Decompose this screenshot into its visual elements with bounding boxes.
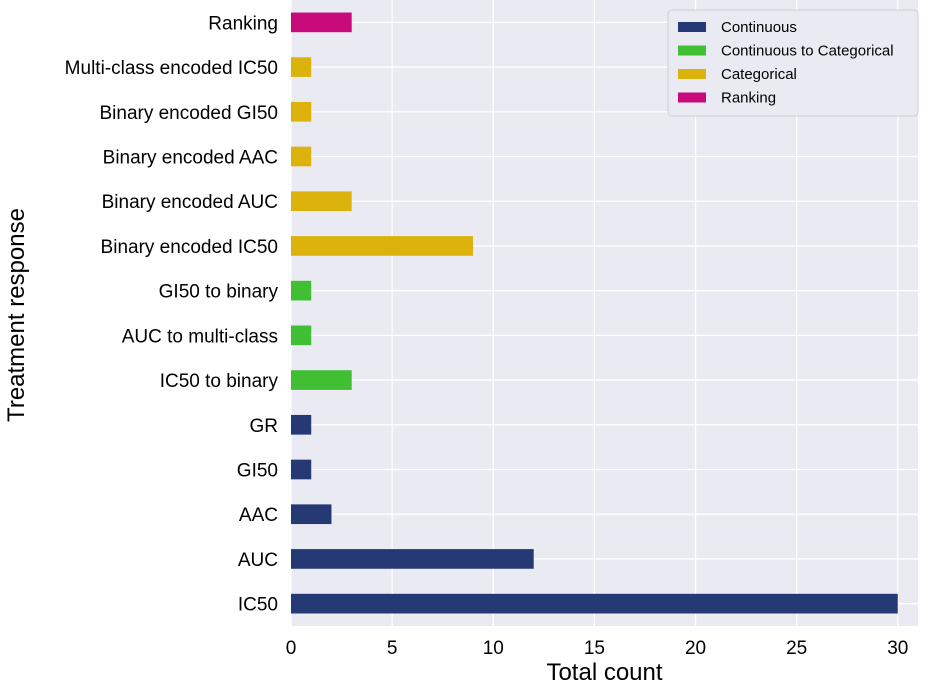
y-tick-label: Binary encoded AUC — [102, 192, 278, 213]
bar-gr — [291, 414, 312, 435]
bar-multi-class-encoded-ic50 — [291, 57, 312, 77]
bar-aac — [291, 504, 332, 525]
y-tick-label: AUC to multi-class — [122, 326, 278, 347]
legend-label: Ranking — [721, 90, 776, 107]
bars — [291, 12, 898, 614]
bar-auc-to-multi-class — [291, 325, 312, 346]
legend-label: Continuous to Categorical — [721, 43, 894, 60]
y-tick-labels: IC50 AUC AAC GI50 GR IC50 to binary AUC to mul… — [65, 13, 279, 615]
y-tick-label: Binary encoded IC50 — [101, 237, 278, 258]
legend-swatch — [678, 92, 706, 103]
bar-ic50-to-binary — [291, 370, 352, 390]
x-tick-label: 5 — [387, 638, 398, 659]
x-tick-label: 20 — [685, 638, 706, 659]
x-tick-label: 10 — [483, 638, 504, 659]
legend-swatch — [678, 69, 706, 79]
y-tick-label: GI50 to binary — [159, 282, 279, 303]
bar-ranking — [291, 12, 352, 33]
y-tick-label: GR — [250, 416, 279, 437]
x-tick-label: 0 — [286, 638, 297, 659]
legend-swatch — [678, 22, 706, 32]
y-tick-label: IC50 to binary — [160, 371, 279, 392]
x-axis-title: Total count — [546, 659, 662, 686]
x-tick-labels: 0 5 10 15 20 25 30 — [286, 638, 909, 659]
bar-ic50 — [291, 593, 898, 614]
bar-gi50-to-binary — [291, 280, 312, 301]
x-tick-label: 30 — [887, 638, 908, 659]
y-tick-label: AUC — [238, 550, 278, 571]
y-tick-label: Multi-class encoded IC50 — [65, 58, 278, 79]
x-tick-label: 15 — [584, 638, 605, 659]
bar-gi50 — [291, 459, 312, 480]
y-tick-label: GI50 — [237, 461, 278, 482]
bar-binary-encoded-gi50 — [291, 101, 312, 122]
legend-label: Categorical — [721, 66, 797, 83]
bar-binary-encoded-auc — [291, 191, 352, 212]
legend-swatch — [678, 45, 706, 56]
x-tick-label: 25 — [786, 638, 807, 659]
bar-binary-encoded-aac — [291, 146, 312, 167]
y-tick-label: IC50 — [238, 595, 278, 616]
bar-auc — [291, 549, 534, 569]
y-tick-label: Binary encoded AAC — [103, 148, 278, 169]
legend: Continuous Continuous to Categorical Categ… — [667, 9, 919, 117]
y-tick-label: AAC — [239, 505, 278, 526]
legend-label: Continuous — [721, 19, 797, 36]
y-tick-label: Binary encoded GI50 — [99, 103, 278, 124]
y-tick-label: Ranking — [208, 13, 278, 34]
legend-box — [667, 9, 919, 117]
bar-binary-encoded-ic50 — [291, 236, 474, 256]
y-axis-title: Treatment response — [3, 208, 30, 422]
